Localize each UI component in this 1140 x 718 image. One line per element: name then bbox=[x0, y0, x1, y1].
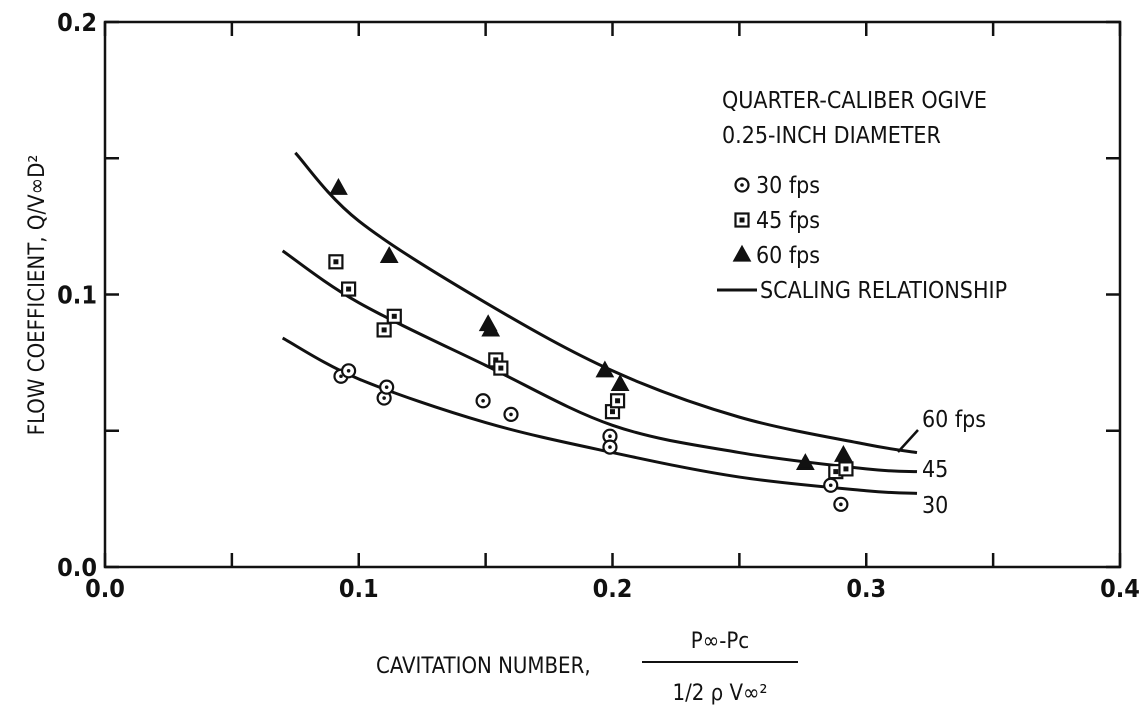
scaling-curve bbox=[281, 336, 918, 495]
chart-title: QUARTER-CALIBER OGIVE bbox=[722, 88, 987, 114]
data-point-circle-dot-center bbox=[509, 412, 513, 417]
data-point-square-dot-center bbox=[610, 409, 615, 415]
y-axis-title: FLOW COEFFICIENT, Q/V∞D² bbox=[25, 155, 50, 436]
x-axis-fraction-denominator: 1/2 ρ V∞² bbox=[673, 681, 768, 706]
data-point-circle-dot-center bbox=[339, 374, 343, 379]
legend-markers bbox=[732, 177, 752, 262]
data-point-square-dot-center bbox=[391, 313, 397, 319]
data-point-circle-dot-center bbox=[481, 398, 485, 403]
data-markers bbox=[328, 177, 854, 512]
data-point-circle-dot-center bbox=[384, 385, 389, 389]
data-point-square-dot-center bbox=[493, 357, 499, 363]
data-point-square-dot-center bbox=[346, 286, 352, 292]
data-point-triangle bbox=[834, 445, 853, 462]
x-tick-label: 0.1 bbox=[339, 574, 379, 603]
data-point-circle-dot-center bbox=[608, 434, 612, 439]
data-point-triangle bbox=[379, 246, 399, 263]
legend-marker-triangle bbox=[732, 244, 752, 262]
data-point-circle-dot-center bbox=[839, 502, 843, 507]
data-point-square-dot-center bbox=[843, 466, 849, 472]
axis-tick-labels: 0.0 0.1 0.2 0.3 0.4 0.0 0.1 0.2 bbox=[57, 8, 1140, 603]
x-axis-fraction-numerator: P∞-Pc bbox=[691, 629, 749, 654]
data-point-square-dot-center bbox=[833, 469, 839, 475]
x-tick-label: 0.4 bbox=[1100, 574, 1140, 603]
axis-ticks bbox=[103, 20, 1122, 569]
legend-item-45-fps: 45 fps bbox=[756, 208, 820, 234]
legend-marker-circle-dot-center bbox=[740, 183, 744, 187]
x-tick-label: 0.3 bbox=[846, 574, 886, 603]
data-point-triangle bbox=[481, 319, 501, 337]
data-point-square-dot-center bbox=[498, 365, 504, 371]
y-tick-label: 0.0 bbox=[57, 553, 97, 582]
data-point-triangle bbox=[329, 177, 348, 195]
x-axis-title: CAVITATION NUMBER, bbox=[376, 654, 591, 679]
data-point-triangle bbox=[595, 360, 615, 378]
x-tick-label: 0.0 bbox=[85, 574, 125, 603]
chart-subtitle: 0.25-INCH DIAMETER bbox=[722, 123, 941, 149]
legend-item-scaling-relationship: SCALING RELATIONSHIP bbox=[760, 278, 1007, 304]
legend-item-60-fps: 60 fps bbox=[756, 243, 820, 269]
data-point-circle-dot-center bbox=[608, 445, 612, 449]
data-point-circle-dot-center bbox=[828, 483, 833, 488]
curve-label-leader-60 bbox=[897, 429, 919, 453]
legend-item-30-fps: 30 fps bbox=[756, 173, 820, 199]
legend: QUARTER-CALIBER OGIVE 0.25-INCH DIAMETER… bbox=[717, 88, 1007, 304]
x-tick-label: 0.2 bbox=[593, 574, 633, 603]
y-tick-label: 0.2 bbox=[57, 8, 97, 37]
data-point-triangle bbox=[795, 453, 815, 471]
curve-label: 60 fps bbox=[922, 407, 986, 433]
curve-label: 45 bbox=[922, 457, 948, 483]
legend-marker-square-dot-center bbox=[739, 217, 745, 223]
data-point-circle-dot-center bbox=[346, 369, 351, 373]
data-point-circle-dot-center bbox=[382, 396, 386, 400]
data-point-triangle bbox=[610, 374, 630, 392]
curve-label: 30 bbox=[922, 493, 948, 519]
y-tick-label: 0.1 bbox=[57, 281, 97, 310]
data-point-square-dot-center bbox=[381, 327, 387, 333]
data-point-square-dot-center bbox=[615, 398, 621, 404]
data-point-square-dot-center bbox=[333, 259, 339, 265]
curve-labels: 60 fps 45 30 bbox=[897, 407, 986, 519]
